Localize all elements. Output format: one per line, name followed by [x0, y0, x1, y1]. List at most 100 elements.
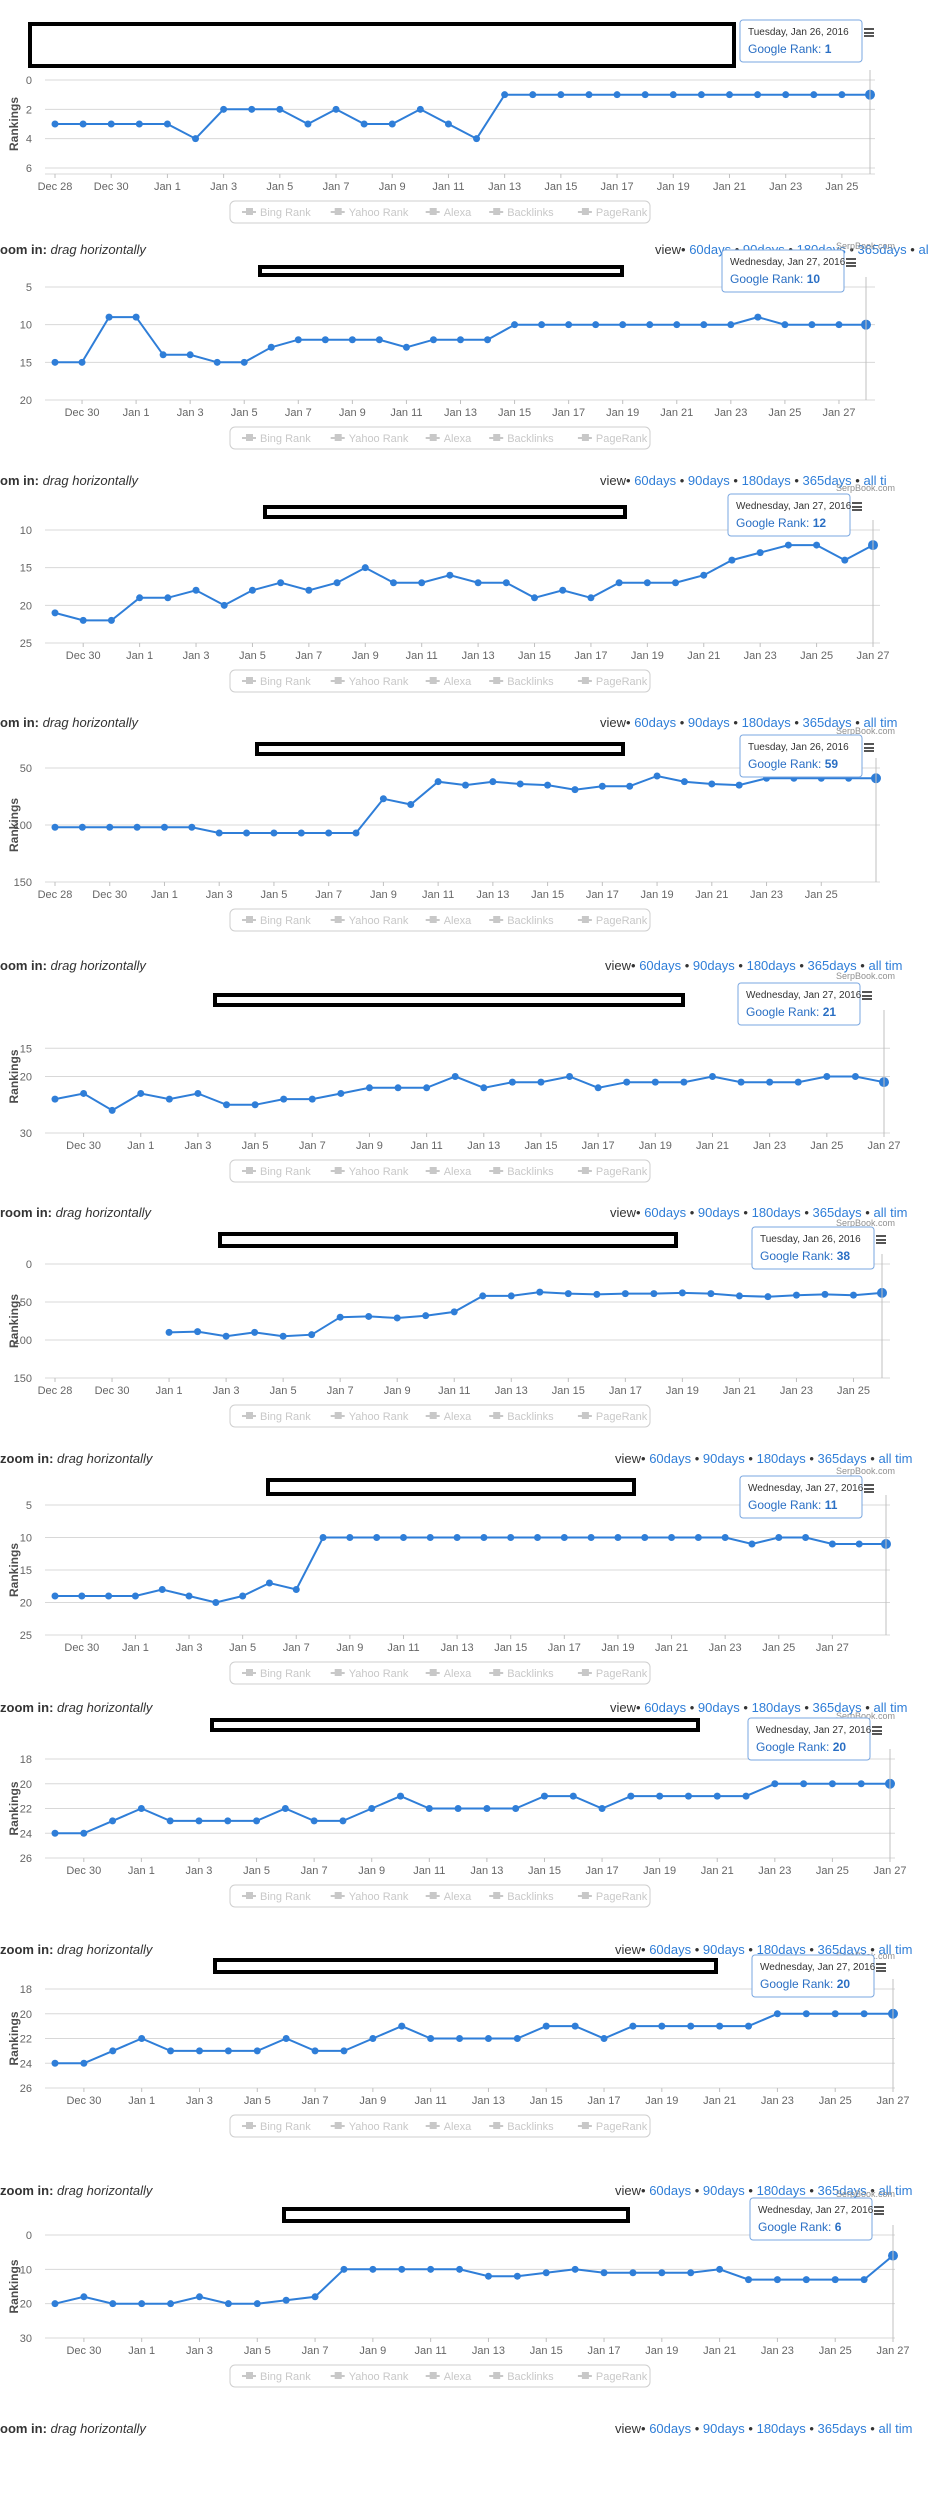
data-point[interactable]: [109, 2300, 117, 2308]
data-point[interactable]: [810, 91, 818, 99]
data-point[interactable]: [457, 336, 464, 344]
data-point[interactable]: [823, 1073, 831, 1080]
chart-svg[interactable]: 0 2 4 6 Rankings Dec 28 Dec 30 Jan 1 Jan 3 Jan 5 J…: [0, 10, 928, 250]
data-point[interactable]: [239, 1592, 247, 1600]
data-point[interactable]: [399, 1534, 407, 1541]
data-point[interactable]: [794, 1078, 802, 1086]
ranking-chart-5[interactable]: 15 20 30 Rankings Dec 30 Jan 1 Jan 3 Jan 5 Jan 7…: [0, 971, 928, 1220]
range-link-180days[interactable]: 180days: [751, 1205, 801, 1220]
data-point[interactable]: [569, 1792, 577, 1800]
chart-menu-icon[interactable]: [876, 1235, 886, 1244]
data-point[interactable]: [450, 1308, 458, 1316]
data-point[interactable]: [511, 321, 519, 329]
data-point[interactable]: [446, 571, 454, 579]
data-point[interactable]: [802, 2276, 810, 2284]
data-point[interactable]: [251, 1328, 259, 1336]
ranking-chart-1[interactable]: 0 2 4 6 Rankings Dec 28 Dec 30 Jan 1 Jan 3 Jan 5 J…: [0, 10, 928, 257]
data-point[interactable]: [133, 823, 141, 831]
legend-item[interactable]: PageRank: [596, 1891, 648, 1903]
data-point[interactable]: [855, 1540, 863, 1548]
data-point[interactable]: [838, 91, 846, 99]
data-point[interactable]: [614, 1534, 622, 1541]
data-point[interactable]: [735, 1292, 743, 1300]
data-point[interactable]: [593, 1290, 601, 1298]
data-point[interactable]: [137, 1089, 145, 1097]
data-point[interactable]: [185, 1592, 193, 1600]
data-point[interactable]: [480, 1534, 488, 1541]
range-link-180days[interactable]: 180days: [751, 1700, 801, 1715]
data-point[interactable]: [368, 1805, 376, 1812]
data-point[interactable]: [745, 2022, 753, 2030]
chart-menu-icon[interactable]: [874, 2206, 884, 2215]
chart-menu-icon[interactable]: [876, 1963, 886, 1972]
data-point[interactable]: [220, 105, 228, 113]
data-point[interactable]: [51, 1829, 59, 1837]
legend-item[interactable]: Bing Rank: [260, 433, 311, 445]
data-point[interactable]: [267, 343, 275, 351]
data-point[interactable]: [80, 2293, 88, 2301]
range-link-365days[interactable]: 365days: [817, 1451, 867, 1466]
range-link-365days[interactable]: 365days: [802, 473, 852, 488]
data-point[interactable]: [841, 556, 849, 564]
legend-item[interactable]: Backlinks: [507, 207, 554, 219]
data-point[interactable]: [742, 1792, 750, 1800]
data-point[interactable]: [416, 105, 424, 113]
data-point[interactable]: [544, 781, 552, 789]
range-link-180days[interactable]: 180days: [741, 715, 791, 730]
data-point[interactable]: [800, 1780, 808, 1788]
data-point[interactable]: [629, 2022, 637, 2030]
data-point[interactable]: [594, 1084, 602, 1092]
legend-item[interactable]: Alexa: [444, 915, 472, 927]
data-point[interactable]: [700, 571, 708, 579]
data-point[interactable]: [213, 358, 221, 366]
data-point[interactable]: [600, 2269, 608, 2277]
range-link-all-tim[interactable]: all tim: [868, 958, 903, 973]
legend-item[interactable]: PageRank: [596, 676, 648, 688]
chart-svg[interactable]: 50 100 150 Rankings Dec 28 Dec 30 Jan 1 Jan 3 Ja…: [0, 726, 928, 975]
data-point[interactable]: [282, 2035, 290, 2042]
data-point[interactable]: [700, 321, 708, 329]
legend-item[interactable]: Backlinks: [507, 433, 554, 445]
data-point[interactable]: [311, 2047, 319, 2055]
data-point[interactable]: [849, 1291, 857, 1299]
data-point[interactable]: [163, 120, 171, 128]
data-point[interactable]: [51, 358, 59, 366]
data-point[interactable]: [340, 2265, 348, 2273]
data-point[interactable]: [282, 2296, 290, 2304]
range-link-90days[interactable]: 90days: [687, 473, 730, 488]
legend-item[interactable]: PageRank: [596, 1166, 648, 1178]
data-point[interactable]: [194, 1089, 202, 1097]
data-point[interactable]: [360, 120, 368, 128]
data-point[interactable]: [860, 2010, 868, 2018]
data-point[interactable]: [422, 1312, 430, 1320]
data-point[interactable]: [560, 1534, 568, 1541]
range-link-all-tim[interactable]: all tim: [873, 1700, 908, 1715]
data-point[interactable]: [587, 1534, 595, 1541]
data-point[interactable]: [135, 120, 143, 128]
legend-item[interactable]: PageRank: [596, 2371, 648, 2383]
chart-menu-icon[interactable]: [852, 502, 862, 511]
chart-svg[interactable]: 18 20 22 24 26 Rankings Dec 30 Jan 1 Jan 3 Jan 5 J…: [0, 1951, 928, 2200]
data-point[interactable]: [641, 91, 649, 99]
chart-menu-icon[interactable]: [864, 1484, 874, 1493]
data-point[interactable]: [427, 2035, 435, 2042]
data-point[interactable]: [454, 1805, 462, 1812]
legend-item[interactable]: Yahoo Rank: [349, 1166, 409, 1178]
legend-item[interactable]: Yahoo Rank: [349, 1668, 409, 1680]
data-point[interactable]: [651, 1078, 659, 1086]
data-point[interactable]: [565, 321, 573, 329]
data-point[interactable]: [860, 2276, 868, 2284]
data-point[interactable]: [336, 1313, 344, 1321]
range-link-365days[interactable]: 365days: [812, 1700, 862, 1715]
data-point[interactable]: [80, 2059, 88, 2067]
legend-item[interactable]: Bing Rank: [260, 2121, 311, 2133]
chart-svg[interactable]: 15 20 30 Rankings Dec 30 Jan 1 Jan 3 Jan 5 Jan 7…: [0, 971, 928, 1220]
chart-menu-icon[interactable]: [864, 743, 874, 752]
data-point[interactable]: [658, 2022, 666, 2030]
data-point[interactable]: [658, 2269, 666, 2277]
data-point[interactable]: [106, 823, 114, 831]
legend-item[interactable]: Bing Rank: [260, 1166, 311, 1178]
data-point[interactable]: [623, 1078, 631, 1086]
data-point[interactable]: [222, 1332, 230, 1340]
range-link-60days[interactable]: 60days: [689, 242, 732, 257]
